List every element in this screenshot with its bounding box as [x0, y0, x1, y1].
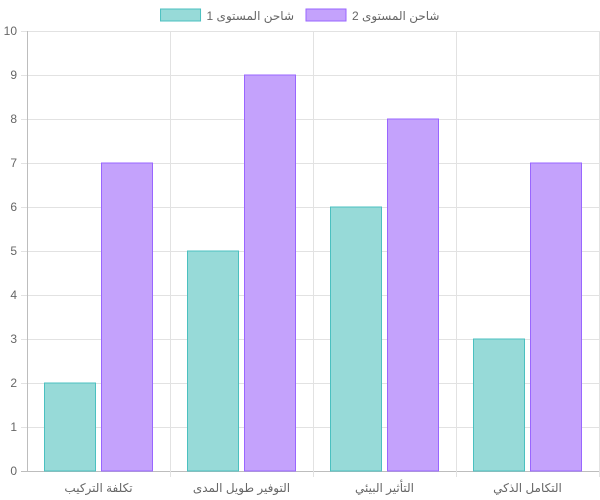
y-tick-label: 1 [10, 420, 17, 434]
bar [473, 338, 525, 472]
legend-swatch[interactable] [305, 8, 347, 22]
x-axis: تكلفة التركيب التوفير طويل المدى التأثير ا… [64, 479, 561, 496]
x-tick-label: التوفير طويل المدى [193, 481, 290, 496]
y-tick-label: 4 [10, 288, 17, 302]
y-tick-label: 7 [10, 156, 17, 170]
bar [387, 118, 439, 472]
x-tick-label: التأثير البيئي [355, 479, 414, 496]
y-tick-label: 6 [10, 200, 17, 214]
y-tick-label: 0 [10, 464, 17, 478]
y-tick-label: 3 [10, 332, 17, 346]
y-tick-label: 5 [10, 244, 17, 258]
y-tick-label: 10 [4, 24, 18, 38]
y-tick-label: 9 [10, 68, 17, 82]
bar [101, 162, 153, 472]
bar [187, 250, 239, 472]
x-tick-label: التكامل الذكي [493, 481, 562, 495]
bars [44, 74, 582, 472]
y-axis: 0 1 2 3 4 5 6 7 8 9 10 [4, 24, 28, 478]
x-tick-label: تكلفة التركيب [64, 481, 132, 496]
bar [330, 206, 382, 472]
bar [44, 382, 96, 472]
legend-swatch[interactable] [160, 8, 202, 22]
legend-label: شاحن المستوى 2 [352, 9, 439, 24]
bar [244, 74, 296, 472]
legend: شاحن المستوى 1 شاحن المستوى 2 [160, 8, 439, 24]
bar [530, 162, 582, 472]
y-tick-label: 2 [10, 376, 17, 390]
legend-label: شاحن المستوى 1 [207, 9, 294, 24]
y-tick-label: 8 [10, 112, 17, 126]
